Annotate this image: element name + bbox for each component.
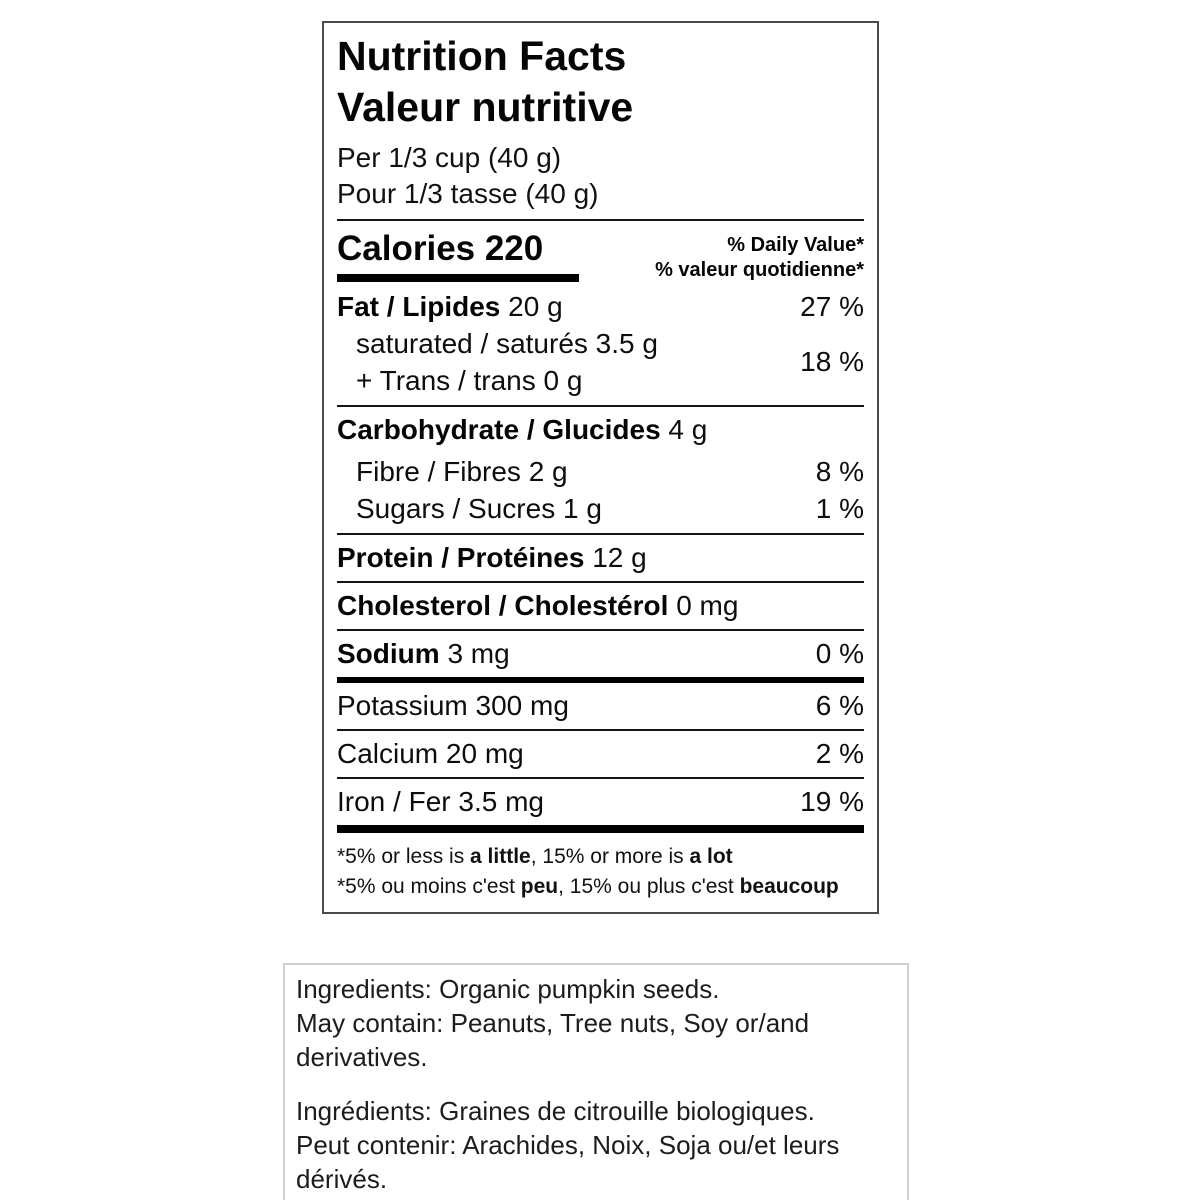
separator-rule: [337, 533, 864, 535]
daily-value-potassium: 6 %: [815, 690, 864, 721]
nutrient-row-protein: Protein / Protéines 12 g: [337, 535, 864, 581]
nutrient-row-potassium: Potassium 300 mg 6 %: [337, 683, 864, 729]
footnote-fr: *5% ou moins c'est peu, 15% ou plus c'es…: [337, 875, 839, 898]
nutrient-name-fibre: Fibre / Fibres 2 g: [356, 456, 568, 487]
ingredients-line: derivatives.: [296, 1042, 428, 1072]
nutrient-name-saturated: saturated / saturés 3.5 g: [356, 328, 658, 359]
ingredients-line: Peut contenir: Arachides, Noix, Soja ou/…: [296, 1130, 840, 1160]
ingredients-fr: Ingrédients: Graines de citrouille biolo…: [296, 1094, 896, 1196]
nutrient-row-iron: Iron / Fer 3.5 mg 19 %: [337, 779, 864, 825]
footnote-en: *5% or less is a little, 15% or more is …: [337, 845, 733, 868]
nutrient-row-cholesterol: Cholesterol / Cholestérol 0 mg: [337, 583, 864, 629]
thick-separator-bar: [337, 677, 864, 683]
nutrient-name-trans: + Trans / trans 0 g: [356, 365, 583, 396]
thick-separator-bar: [337, 825, 864, 833]
separator-rule: [337, 405, 864, 407]
ingredients-line: Ingredients: Organic pumpkin seeds.: [296, 974, 720, 1004]
separator-rule: [337, 777, 864, 779]
nutrient-name-sugars: Sugars / Sucres 1 g: [356, 493, 602, 524]
daily-value-header: % Daily Value* % valeur quotidienne*: [655, 230, 864, 283]
nutrient-row-sugars: Sugars / Sucres 1 g 1 %: [337, 490, 864, 527]
daily-value-sugars: 1 %: [815, 493, 864, 524]
nutrient-row-fat: Fat / Lipides 20 g 27 %: [337, 290, 864, 324]
nutrient-name-calcium: Calcium 20 mg: [337, 738, 524, 769]
nutrition-facts-label: Nutrition Facts Valeur nutritive Per 1/3…: [322, 21, 879, 914]
ingredients-line: Ingrédients: Graines de citrouille biolo…: [296, 1096, 815, 1126]
saturated-trans-names: saturated / saturés 3.5 g + Trans / tran…: [337, 325, 658, 399]
nutrient-name-iron: Iron / Fer 3.5 mg: [337, 786, 544, 817]
separator-rule: [337, 581, 864, 583]
nutrient-name-cholesterol: Cholesterol / Cholestérol 0 mg: [337, 590, 739, 621]
daily-value-header-en: % Daily Value*: [727, 234, 864, 256]
separator-rule: [337, 729, 864, 731]
label-title-en: Nutrition Facts: [337, 33, 627, 79]
ingredients-en: Ingredients: Organic pumpkin seeds. May …: [296, 972, 896, 1074]
daily-value-fat: 27 %: [800, 291, 864, 322]
serving-size-fr: Pour 1/3 tasse (40 g): [337, 178, 599, 209]
calories-value: Calories 220: [337, 230, 580, 282]
daily-value-sodium: 0 %: [815, 638, 864, 669]
separator-rule: [337, 629, 864, 631]
nutrient-row-saturated-trans: saturated / saturés 3.5 g + Trans / tran…: [337, 325, 864, 399]
daily-value-fibre: 8 %: [815, 456, 864, 487]
daily-value-header-fr: % valeur quotidienne*: [655, 259, 864, 281]
calories-row: Calories 220 % Daily Value* % valeur quo…: [337, 230, 864, 283]
nutrient-name-sodium: Sodium 3 mg: [337, 638, 510, 669]
ingredients-line: May contain: Peanuts, Tree nuts, Soy or/…: [296, 1008, 810, 1038]
nutrient-row-fibre: Fibre / Fibres 2 g 8 %: [337, 453, 864, 490]
daily-value-calcium: 2 %: [815, 738, 864, 769]
ingredients-line: dérivés.: [296, 1164, 388, 1194]
serving-size-en: Per 1/3 cup (40 g): [337, 142, 562, 173]
nutrient-row-calcium: Calcium 20 mg 2 %: [337, 731, 864, 777]
nutrient-name-potassium: Potassium 300 mg: [337, 690, 569, 721]
daily-value-saturated-trans: 18 %: [800, 346, 864, 377]
nutrient-name-protein: Protein / Protéines 12 g: [337, 542, 647, 573]
label-title-fr: Valeur nutritive: [337, 84, 634, 130]
separator-rule: [337, 219, 864, 221]
nutrient-name-fat: Fat / Lipides 20 g: [337, 291, 563, 322]
nutrient-name-carbohydrate: Carbohydrate / Glucides 4 g: [337, 414, 708, 445]
nutrient-row-carbohydrate: Carbohydrate / Glucides 4 g: [337, 407, 864, 453]
daily-value-iron: 19 %: [800, 786, 864, 817]
ingredients-panel: Ingredients: Organic pumpkin seeds. May …: [283, 963, 909, 1200]
nutrient-row-sodium: Sodium 3 mg 0 %: [337, 631, 864, 677]
